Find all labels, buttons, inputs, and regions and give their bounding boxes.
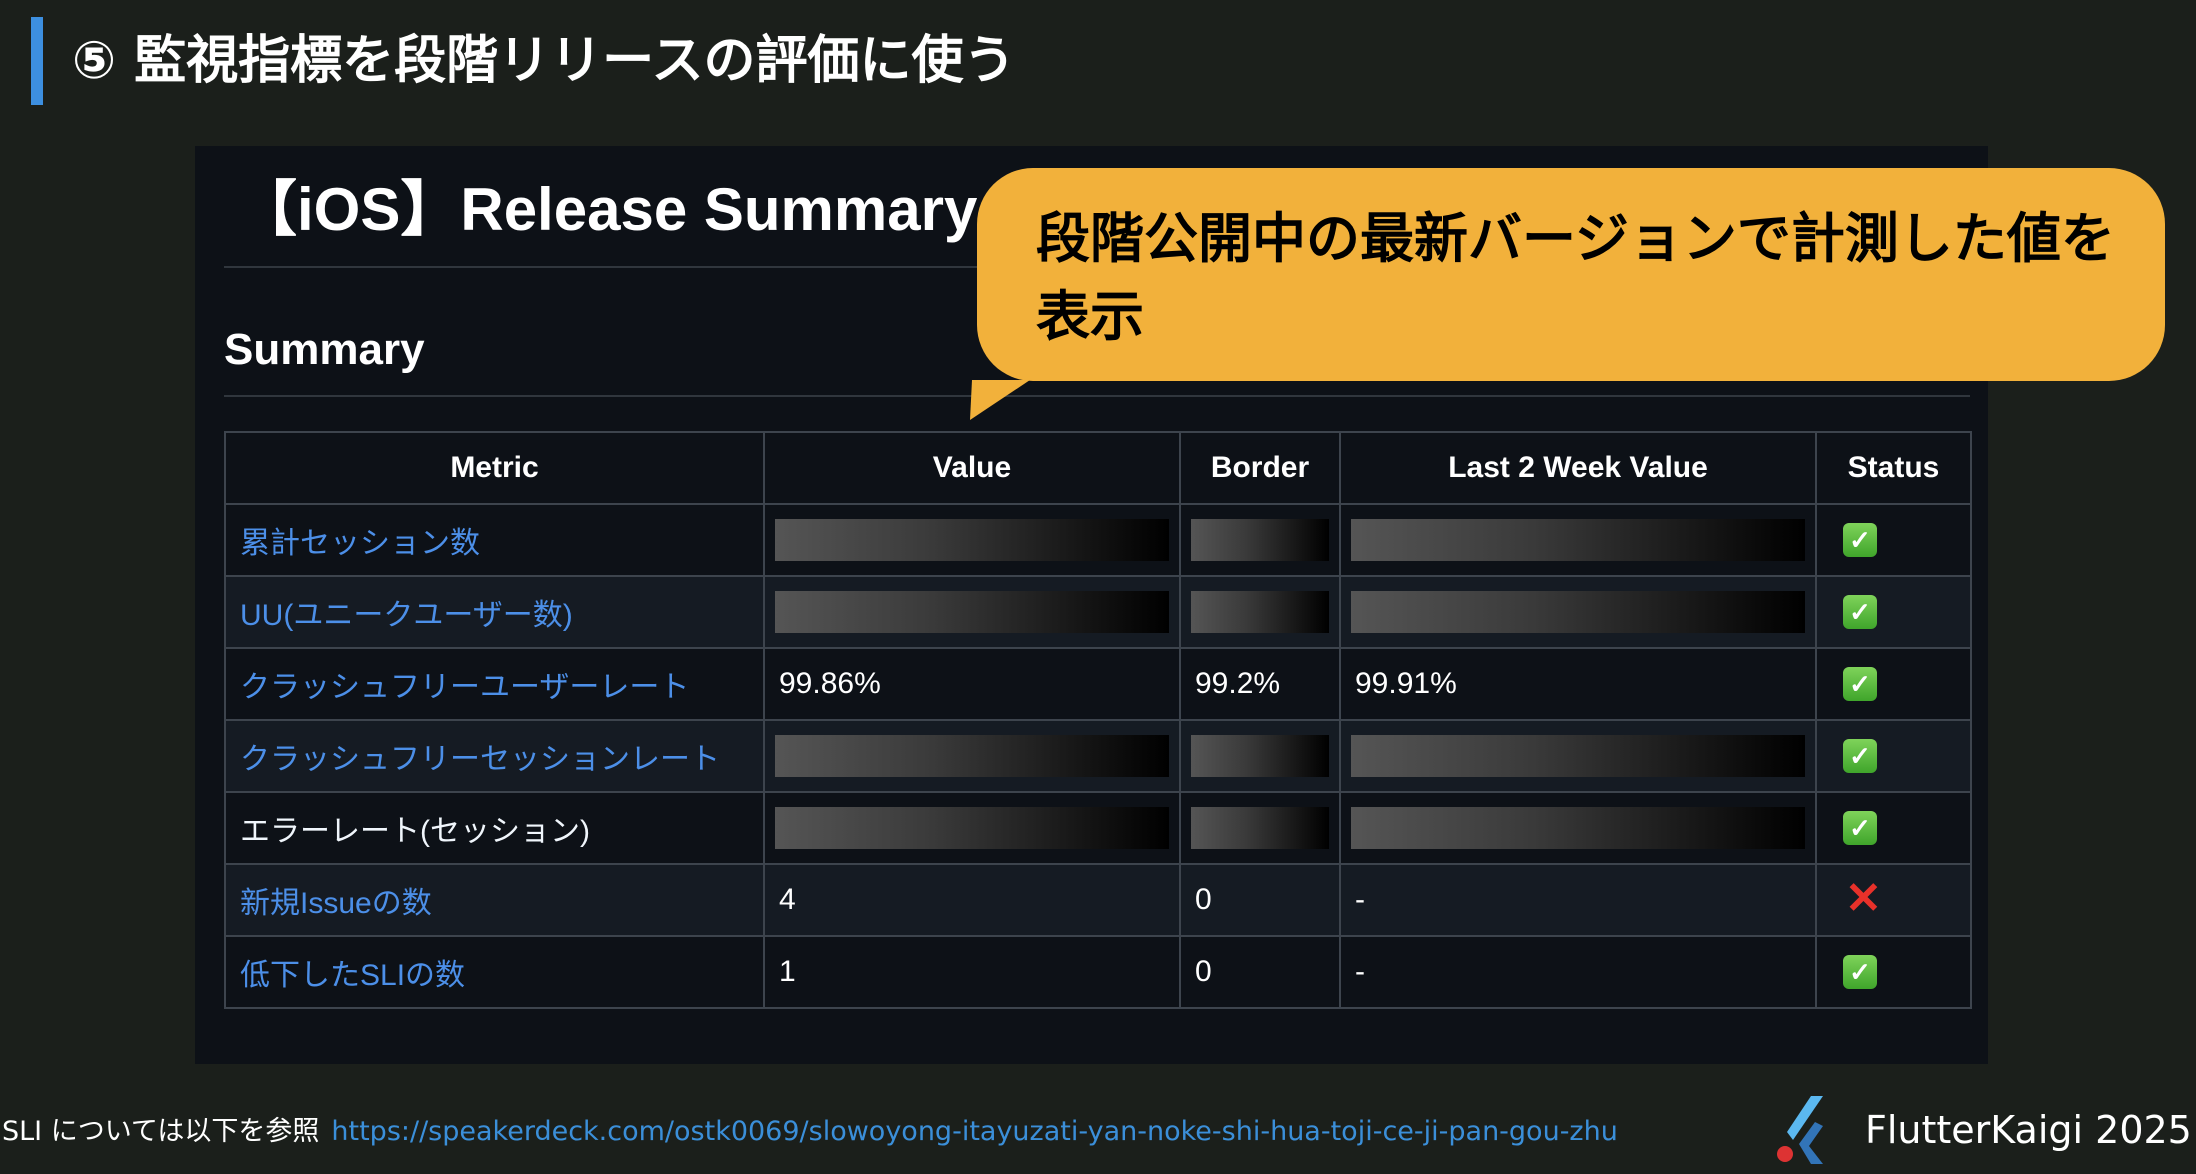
cross-mark-icon: ✕ xyxy=(1845,874,1882,923)
flutter-logo-icon xyxy=(1777,1096,1823,1164)
callout-bubble xyxy=(977,168,2165,381)
value-cell xyxy=(763,503,1181,577)
last2w-text: - xyxy=(1355,955,1365,988)
metric-cell: 累計セッション数 xyxy=(224,503,765,577)
redacted-value xyxy=(1191,519,1329,561)
metric-cell: UU(ユニークユーザー数) xyxy=(224,575,765,649)
last2w-cell xyxy=(1339,719,1817,793)
border-cell xyxy=(1179,719,1341,793)
check-mark-button-icon: ✓ xyxy=(1843,523,1877,557)
check-mark-button-icon: ✓ xyxy=(1843,595,1877,629)
callout-tail xyxy=(970,380,1030,420)
table-header-row: Metric Value Border Last 2 Week Value Status xyxy=(224,431,1972,505)
status-cell: ✓ xyxy=(1815,719,1972,793)
report-title: 【iOS】Release Summary xyxy=(237,176,978,243)
reference-link[interactable]: https://speakerdeck.com/ostk0069/slowoyo… xyxy=(331,1116,1618,1147)
title-accent-bar xyxy=(31,17,43,105)
status-cell: ✓ xyxy=(1815,575,1972,649)
border-cell xyxy=(1179,575,1341,649)
value-cell: 1 xyxy=(763,935,1181,1009)
metric-link[interactable]: クラッシュフリーセッションレート xyxy=(240,743,720,776)
metric-cell: クラッシュフリーユーザーレート xyxy=(224,647,765,721)
border-text: 0 xyxy=(1195,883,1212,916)
redacted-value xyxy=(1191,735,1329,777)
metric-link[interactable]: UU(ユニークユーザー数) xyxy=(240,599,573,632)
table-row: UU(ユニークユーザー数) ✓ xyxy=(224,575,1972,649)
last2w-cell: 99.91% xyxy=(1339,647,1817,721)
check-mark-button-icon: ✓ xyxy=(1843,739,1877,773)
table-row: エラーレート(セッション) ✓ xyxy=(224,791,1972,865)
redacted-value xyxy=(1191,807,1329,849)
summary-table: Metric Value Border Last 2 Week Value Status… xyxy=(224,431,1972,1009)
border-text: 0 xyxy=(1195,955,1212,988)
metric-label: エラーレート(セッション) xyxy=(240,815,590,848)
redacted-value xyxy=(1351,591,1805,633)
table-row: 低下したSLIの数 1 0 - ✓ xyxy=(224,935,1972,1009)
table-row: クラッシュフリーユーザーレート 99.86% 99.2% 99.91% ✓ xyxy=(224,647,1972,721)
column-header: Status xyxy=(1815,431,1972,505)
metric-link[interactable]: 累計セッション数 xyxy=(240,527,480,560)
last2w-cell: - xyxy=(1339,935,1817,1009)
status-cell: ✕ xyxy=(1815,863,1972,937)
metric-cell: 新規Issueの数 xyxy=(224,863,765,937)
metric-link[interactable]: クラッシュフリーユーザーレート xyxy=(240,671,690,704)
metric-cell: エラーレート(セッション) xyxy=(224,791,765,865)
border-cell xyxy=(1179,791,1341,865)
last2w-text: - xyxy=(1355,883,1365,916)
redacted-value xyxy=(1351,807,1805,849)
check-mark-button-icon: ✓ xyxy=(1843,955,1877,989)
footer-note-text: SLI については以下を参照 xyxy=(2,1116,320,1147)
callout-text: 段階公開中の最新バージョンで計測した値を表示 xyxy=(1036,207,2115,348)
border-cell: 0 xyxy=(1179,935,1341,1009)
slide-title: ⑤ 監視指標を段階リリースの評価に使う xyxy=(72,31,1016,91)
table-row: 累計セッション数 ✓ xyxy=(224,503,1972,577)
value-cell: 99.86% xyxy=(763,647,1181,721)
border-text: 99.2% xyxy=(1195,667,1281,700)
check-mark-button-icon: ✓ xyxy=(1843,667,1877,701)
last2w-cell: - xyxy=(1339,863,1817,937)
value-cell xyxy=(763,719,1181,793)
value-cell xyxy=(763,575,1181,649)
metric-link[interactable]: 新規Issueの数 xyxy=(240,887,432,920)
brand-name: FlutterKaigi 2025 xyxy=(1865,1108,2192,1152)
redacted-value xyxy=(1191,591,1329,633)
column-header: Metric xyxy=(224,431,765,505)
last2w-cell xyxy=(1339,575,1817,649)
value-text: 99.86% xyxy=(779,667,881,700)
metric-cell: 低下したSLIの数 xyxy=(224,935,765,1009)
metric-cell: クラッシュフリーセッションレート xyxy=(224,719,765,793)
column-header: Value xyxy=(763,431,1181,505)
check-mark-button-icon: ✓ xyxy=(1843,811,1877,845)
redacted-value xyxy=(775,735,1169,777)
redacted-value xyxy=(775,519,1169,561)
last2w-cell xyxy=(1339,503,1817,577)
status-cell: ✓ xyxy=(1815,791,1972,865)
section-title: Summary xyxy=(224,325,425,374)
metric-link[interactable]: 低下したSLIの数 xyxy=(240,959,466,992)
last2w-text: 99.91% xyxy=(1355,667,1457,700)
redacted-value xyxy=(775,591,1169,633)
redacted-value xyxy=(1351,519,1805,561)
table-row: クラッシュフリーセッションレート ✓ xyxy=(224,719,1972,793)
status-cell: ✓ xyxy=(1815,647,1972,721)
status-cell: ✓ xyxy=(1815,935,1972,1009)
value-text: 1 xyxy=(779,955,796,988)
border-cell: 99.2% xyxy=(1179,647,1341,721)
redacted-value xyxy=(1351,735,1805,777)
value-text: 4 xyxy=(779,883,796,916)
section-divider xyxy=(224,395,1970,397)
column-header: Border xyxy=(1179,431,1341,505)
redacted-value xyxy=(775,807,1169,849)
table-row: 新規Issueの数 4 0 - ✕ xyxy=(224,863,1972,937)
value-cell xyxy=(763,791,1181,865)
status-cell: ✓ xyxy=(1815,503,1972,577)
border-cell xyxy=(1179,503,1341,577)
column-header: Last 2 Week Value xyxy=(1339,431,1817,505)
border-cell: 0 xyxy=(1179,863,1341,937)
last2w-cell xyxy=(1339,791,1817,865)
value-cell: 4 xyxy=(763,863,1181,937)
footer-note: SLI については以下を参照 https://speakerdeck.com/os… xyxy=(2,1112,1618,1152)
